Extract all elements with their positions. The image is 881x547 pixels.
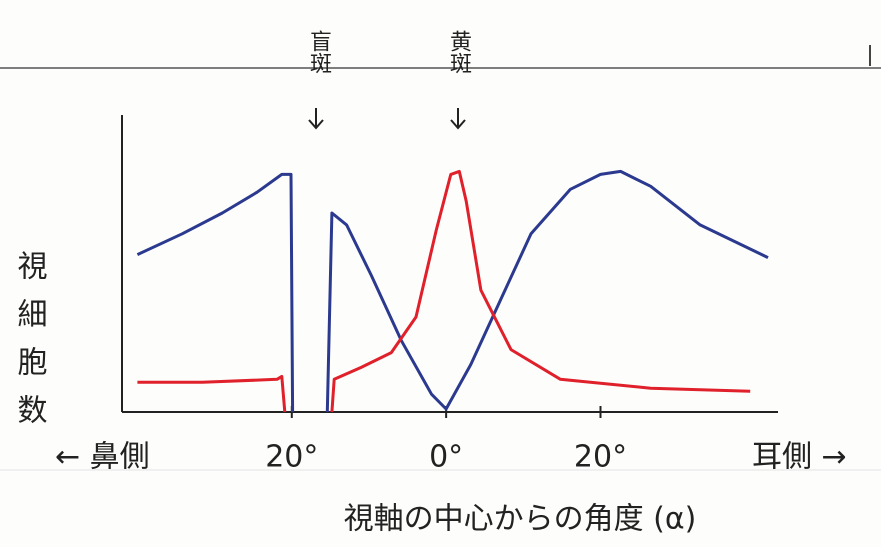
x-left-label: ← 鼻側	[55, 440, 150, 475]
y-axis-label: 視細胞数	[12, 250, 48, 442]
annotation: 盲斑	[306, 30, 332, 74]
x-tick-label: 0°	[429, 440, 463, 475]
x-tick-label: 20°	[574, 440, 627, 475]
series-line	[136, 169, 769, 413]
annotation: 黄斑	[446, 30, 472, 74]
x-right-label: 耳側 →	[752, 440, 847, 475]
x-axis-label: 視軸の中心からの角度 (α)	[344, 502, 697, 537]
arrow	[450, 108, 466, 130]
x-tick-label: 20°	[265, 440, 318, 475]
series-line	[137, 169, 751, 413]
arrow	[308, 108, 324, 130]
